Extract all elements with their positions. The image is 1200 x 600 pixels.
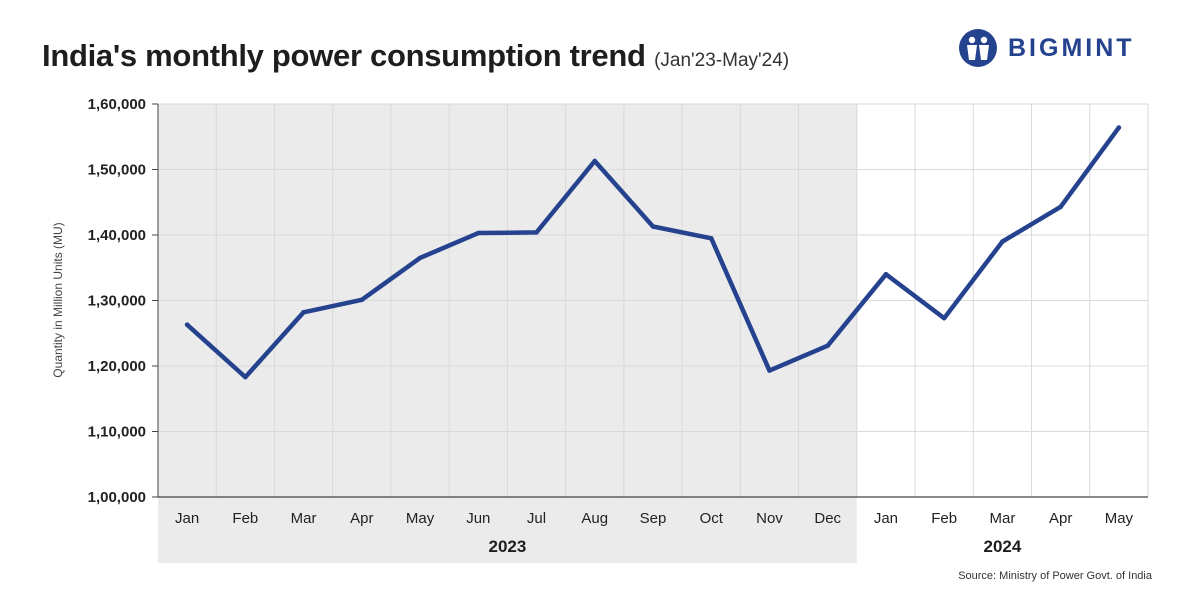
data-point <box>475 230 481 236</box>
x-tick-labels: Jan Feb Mar Apr May Jun Jul Aug Sep Oct Nov Dec Jan F… <box>175 510 1134 527</box>
y-tick-labels: 1,00,000 1,10,000 1,20,000 1,30,000 1,40,000… <box>88 96 146 506</box>
x-tick-label: May <box>406 510 435 527</box>
x-group-labels: 2023 2024 <box>488 537 1021 556</box>
data-point <box>941 315 947 321</box>
y-tick-label: 1,60,000 <box>88 96 146 113</box>
y-tick-label: 1,10,000 <box>88 424 146 441</box>
x-tick-label: Aug <box>581 510 608 527</box>
y-tick-label: 1,40,000 <box>88 227 146 244</box>
x-tick-label: Oct <box>700 510 724 527</box>
x-tick-label: May <box>1105 510 1134 527</box>
data-point <box>534 230 539 235</box>
data-point <box>184 322 190 328</box>
x-tick-label: Apr <box>350 510 373 527</box>
x-tick-label: Jun <box>466 510 490 527</box>
x-tick-label: Feb <box>232 510 258 527</box>
axis-layer <box>152 103 1148 498</box>
source-note: Source: Ministry of Power Govt. of India <box>958 570 1152 582</box>
shaded-label-band-2023 <box>158 497 857 563</box>
y-axis-label: Quantity in Million Units (MU) <box>51 222 65 377</box>
grid-layer <box>158 103 1149 497</box>
x-tick-label: Mar <box>989 510 1015 527</box>
chart-subtitle: (Jan'23-May'24) <box>654 50 790 71</box>
data-point <box>883 272 889 277</box>
brand-logo: BIGMINT <box>958 28 1135 68</box>
x-tick-label: Jan <box>874 510 898 527</box>
data-point <box>767 368 772 373</box>
chart-title-block: India's monthly power consumption trend … <box>42 38 789 74</box>
data-point <box>825 343 831 348</box>
x-tick-label: Feb <box>931 510 957 527</box>
x-group-label-2024: 2024 <box>983 537 1021 556</box>
x-tick-label: Dec <box>814 510 841 527</box>
series-layer <box>184 125 1122 380</box>
data-point <box>417 255 423 261</box>
brand-name: BIGMINT <box>1008 33 1135 62</box>
x-tick-label: Mar <box>291 510 317 527</box>
data-point <box>1058 204 1063 210</box>
data-point <box>359 297 365 303</box>
bigmint-logo-icon <box>959 29 997 67</box>
x-tick-label: Apr <box>1049 510 1072 527</box>
data-point <box>1000 239 1005 244</box>
y-tick-label: 1,20,000 <box>88 358 146 375</box>
chart-title: India's monthly power consumption trend <box>42 38 646 73</box>
data-point <box>301 309 306 315</box>
data-point <box>592 158 598 164</box>
data-point <box>650 224 656 229</box>
y-tick-label: 1,30,000 <box>88 293 146 310</box>
y-tick-label: 1,00,000 <box>88 489 146 506</box>
x-tick-label: Jul <box>527 510 546 527</box>
data-point <box>243 374 248 380</box>
x-tick-label: Jan <box>175 510 199 527</box>
x-tick-label: Nov <box>756 510 783 527</box>
data-point <box>708 235 714 241</box>
x-tick-label: Sep <box>640 510 667 527</box>
data-point <box>1116 125 1122 130</box>
y-tick-label: 1,50,000 <box>88 162 146 179</box>
x-group-label-2023: 2023 <box>488 537 526 556</box>
